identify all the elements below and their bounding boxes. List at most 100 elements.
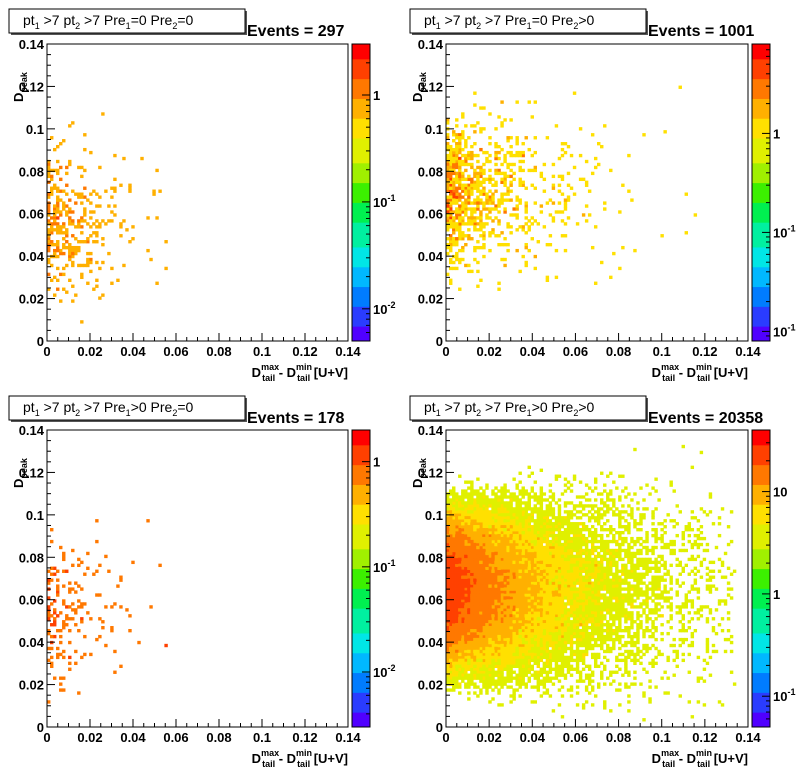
heatmap-cell — [560, 566, 565, 570]
heatmap-cell — [503, 536, 507, 541]
heatmap-cell — [149, 605, 153, 609]
heatmap-cell — [446, 646, 450, 651]
heatmap-cell — [506, 513, 510, 517]
heatmap-cell — [500, 614, 504, 618]
heatmap-cell — [597, 605, 601, 609]
heatmap-cell — [533, 670, 537, 674]
heatmap-cell — [551, 530, 556, 535]
heatmap-cell — [612, 608, 616, 612]
heatmap-cell — [449, 667, 453, 671]
heatmap-cell — [482, 513, 486, 517]
heatmap-cell — [609, 275, 613, 280]
heatmap-cell — [467, 525, 471, 529]
heatmap-cell — [512, 631, 516, 636]
heatmap-cell — [702, 667, 707, 671]
heatmap-cell — [473, 551, 477, 556]
heatmap-cell — [551, 658, 556, 663]
color-bar-segment — [352, 469, 370, 476]
heatmap-cell — [606, 560, 610, 565]
heatmap-cell — [618, 703, 622, 707]
color-bar-segment — [352, 108, 370, 114]
heatmap-cell — [467, 533, 471, 538]
heatmap-cell — [545, 640, 550, 645]
heatmap-cell — [509, 545, 513, 550]
heatmap-cell — [548, 528, 553, 532]
heatmap-cell — [515, 661, 519, 666]
heatmap-cell — [545, 498, 550, 502]
heatmap-cell — [458, 168, 462, 173]
heatmap-cell — [479, 584, 483, 588]
color-bar-segment — [352, 63, 370, 70]
heatmap-cell — [503, 554, 507, 559]
heatmap-cell — [473, 593, 477, 597]
heatmap-cell — [101, 242, 105, 247]
heatmap-cell — [53, 275, 57, 280]
heatmap-cell — [500, 703, 504, 707]
color-bar-segment — [352, 167, 370, 174]
heatmap-cell — [452, 492, 456, 496]
color-bar-segment — [352, 692, 370, 698]
heatmap-cell — [732, 569, 737, 573]
heatmap-cell — [47, 257, 51, 262]
heatmap-cell — [554, 617, 559, 621]
heatmap-cell — [666, 572, 670, 576]
heatmap-cell — [509, 231, 513, 235]
heatmap-cell — [461, 171, 465, 176]
heatmap-cell — [83, 652, 87, 657]
heatmap-cell — [660, 545, 664, 550]
heatmap-cell — [566, 608, 571, 612]
heatmap-cell — [660, 593, 664, 597]
heatmap-cell — [476, 670, 480, 674]
heatmap-cell — [524, 581, 528, 585]
heatmap-cell — [566, 602, 571, 606]
heatmap-cell — [65, 569, 69, 573]
heatmap-cell — [627, 569, 631, 573]
heatmap-cell — [530, 545, 534, 550]
heatmap-cell — [476, 617, 480, 621]
heatmap-cell — [488, 700, 492, 704]
heatmap-cell — [515, 213, 519, 217]
heatmap-cell — [485, 628, 489, 633]
heatmap-cell — [458, 162, 462, 167]
heatmap-cell — [597, 581, 601, 585]
heatmap-cell — [530, 599, 534, 603]
heatmap-cell — [542, 566, 547, 570]
heatmap-cell — [603, 504, 607, 508]
heatmap-cell — [533, 566, 537, 570]
heatmap-cell — [569, 590, 574, 594]
heatmap-cell — [542, 548, 547, 553]
heatmap-cell — [476, 153, 480, 158]
heatmap-cell — [515, 617, 519, 621]
heatmap-cell — [560, 519, 565, 523]
heatmap-cell — [497, 522, 501, 526]
heatmap-cell — [164, 643, 168, 648]
heatmap-cell — [512, 608, 516, 612]
heatmap-cell — [575, 545, 580, 550]
heatmap-cell — [545, 634, 550, 639]
heatmap-cell — [651, 584, 655, 588]
color-bar-segment — [352, 152, 370, 159]
heatmap-cell — [467, 150, 471, 155]
heatmap-cell — [446, 177, 450, 182]
heatmap-cell — [473, 634, 477, 639]
heatmap-cell — [497, 596, 501, 600]
heatmap-cell — [455, 516, 459, 520]
heatmap-cell — [500, 198, 504, 202]
heatmap-cell — [524, 611, 528, 615]
heatmap-cell — [476, 620, 480, 624]
heatmap-cell — [110, 605, 114, 609]
heatmap-cell — [74, 608, 78, 612]
heatmap-cell — [452, 133, 456, 137]
heatmap-cell — [621, 489, 625, 493]
heatmap-cell — [500, 566, 504, 570]
heatmap-cell — [500, 620, 504, 624]
heatmap-cell — [494, 510, 498, 514]
heatmap-cell — [494, 593, 498, 597]
heatmap-cell — [515, 634, 519, 639]
heatmap-cell — [518, 554, 522, 559]
heatmap-cell — [494, 587, 498, 591]
color-bar-segment — [352, 326, 370, 332]
heatmap-cell — [473, 174, 477, 179]
heatmap-cell — [476, 596, 480, 600]
heatmap-cell — [603, 522, 607, 526]
